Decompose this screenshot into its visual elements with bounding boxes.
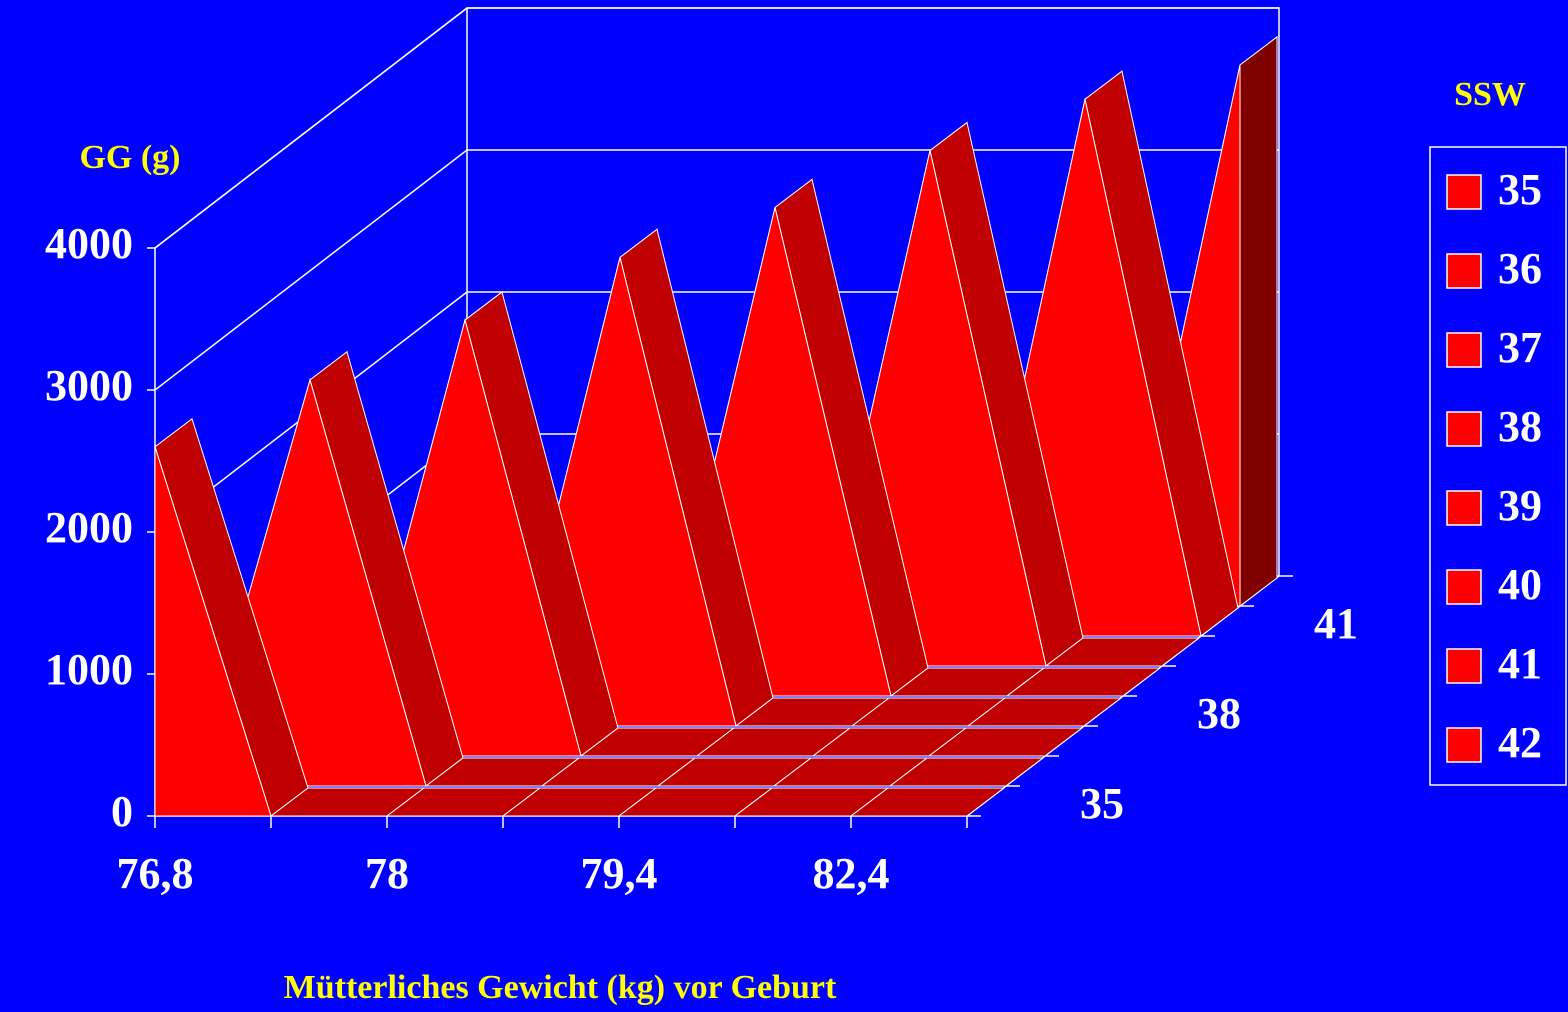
legend-swatch [1446, 569, 1482, 605]
legend-box [1429, 146, 1567, 786]
area-end [1161, 637, 1200, 667]
area-end [1122, 667, 1161, 697]
grid-line [154, 291, 1279, 533]
legend-swatch [1446, 253, 1482, 289]
x-tick-label: 79,4 [581, 849, 658, 898]
grid-line [154, 149, 1279, 391]
x-tick-label: 78 [365, 849, 409, 898]
x-tick-label: 82,4 [813, 849, 890, 898]
legend-swatch [1446, 411, 1482, 447]
x-tick-label: 76,8 [117, 849, 194, 898]
y-axis-title: GG (g) [79, 139, 180, 176]
x-axis-title: Mütterliches Gewicht (kg) vor Geburt [284, 969, 837, 1006]
legend-label: 39 [1498, 481, 1542, 530]
y-tick-label: 0 [111, 787, 133, 836]
legend-label: 36 [1498, 244, 1542, 293]
area-end [1239, 35, 1278, 608]
legend-label: 40 [1498, 560, 1542, 609]
legend-label: 41 [1498, 639, 1542, 688]
y-tick-label: 4000 [45, 219, 133, 268]
area-end [966, 787, 1005, 817]
legend-swatch [1446, 648, 1482, 684]
legend-swatch [1446, 332, 1482, 368]
area-end [1200, 607, 1239, 637]
y-tick-label: 1000 [45, 645, 133, 694]
area-end [1005, 757, 1044, 787]
legend-swatch [1446, 727, 1482, 763]
legend-label: 37 [1498, 323, 1542, 372]
legend-label: 42 [1498, 718, 1542, 767]
area-end [1083, 697, 1122, 727]
legend-title: SSW [1454, 76, 1526, 113]
legend-swatch [1446, 490, 1482, 526]
y-tick-label: 3000 [45, 361, 133, 410]
depth-tick-label: 35 [1080, 779, 1124, 828]
grid-line [154, 7, 1279, 249]
legend-swatch [1446, 174, 1482, 210]
legend-label: 38 [1498, 402, 1542, 451]
area [154, 446, 967, 817]
area-end [1044, 727, 1083, 757]
y-tick-label: 2000 [45, 503, 133, 552]
depth-tick-label: 41 [1314, 599, 1358, 648]
depth-tick-label: 38 [1197, 689, 1241, 738]
legend-label: 35 [1498, 165, 1542, 214]
